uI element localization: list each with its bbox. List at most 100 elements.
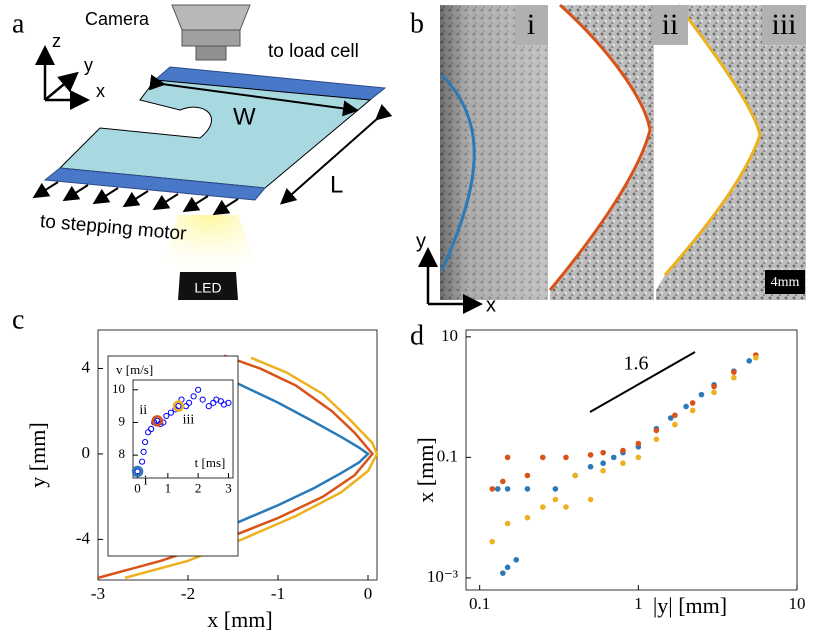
point (148, 425, 155, 433)
point (746, 358, 753, 364)
photo-sheet (656, 5, 760, 290)
y-tick-label: 9 (119, 413, 126, 428)
point (600, 449, 606, 456)
y-tick-label: 10 (112, 381, 125, 396)
point (587, 463, 594, 470)
led-label: LED (194, 280, 221, 296)
y-tick-label: 0.1 (437, 446, 458, 465)
slope-guide (589, 351, 696, 413)
point (683, 403, 689, 410)
image-label: i (527, 8, 535, 41)
contour (440, 73, 476, 271)
point (504, 520, 511, 527)
point (540, 454, 546, 461)
point (195, 386, 202, 393)
x-tick-label: 2 (195, 481, 202, 496)
point (635, 440, 642, 447)
schematic: Camera to load cell W L to stepping moto… (32, 4, 393, 300)
point (199, 396, 206, 403)
point (600, 460, 606, 467)
highlight (151, 415, 163, 427)
point-label: iii (183, 412, 195, 427)
point (689, 400, 696, 406)
point (205, 403, 212, 410)
point (225, 399, 232, 406)
axis-label: x (486, 294, 496, 316)
point (494, 486, 501, 492)
image-axes (418, 247, 483, 314)
camera-body (171, 4, 251, 31)
point (572, 472, 578, 479)
point (563, 504, 569, 510)
scale-bar (765, 270, 805, 294)
point (138, 458, 146, 465)
point (689, 407, 696, 414)
point (513, 556, 520, 563)
point (524, 514, 531, 521)
point (500, 570, 506, 576)
point (489, 486, 496, 492)
point (711, 389, 717, 396)
photo-sheet (550, 5, 650, 290)
contour (548, 3, 652, 291)
camera-lens (195, 45, 227, 61)
coordinate-axes (35, 45, 90, 110)
point (672, 412, 678, 419)
x-tick-label: 0.1 (469, 594, 490, 613)
axis-label: y (416, 230, 426, 252)
width-label: W (233, 103, 256, 130)
point (175, 403, 182, 410)
point (504, 564, 511, 571)
light-beam (158, 215, 262, 280)
point (711, 383, 717, 390)
y-tick-label: 10 (441, 326, 458, 345)
label-box (762, 5, 806, 45)
point (653, 427, 660, 434)
x-tick-label: -1 (271, 584, 285, 603)
point (552, 486, 559, 492)
y-axis-label: v [m/s] (116, 362, 153, 377)
x-tick-label: 1 (165, 481, 172, 496)
highlight (131, 465, 144, 478)
label-box (515, 5, 548, 45)
slope-label: 1.6 (624, 353, 649, 375)
point (190, 393, 197, 400)
x-tick-label: 10 (789, 594, 806, 613)
x-tick-label: 0 (134, 481, 141, 496)
plot-frame (465, 329, 798, 591)
point (600, 467, 606, 474)
point (635, 454, 642, 461)
scale-bar-label: 4mm (771, 275, 800, 290)
point (667, 415, 674, 421)
axis-label: z (52, 31, 61, 51)
point (731, 374, 737, 381)
point (500, 478, 506, 485)
x-axis-label: |y| [mm] (653, 593, 727, 618)
panel-label: a (12, 8, 25, 39)
curve (187, 358, 370, 543)
y-tick-label: -4 (76, 528, 91, 547)
photo-shade (440, 5, 548, 300)
image-label: iii (771, 8, 796, 41)
image-strip: i ii iii 4mm y x (416, 3, 806, 316)
point (524, 486, 531, 492)
point (167, 409, 174, 416)
y-tick-label: 4 (82, 357, 91, 376)
point (185, 399, 193, 406)
point (653, 436, 660, 443)
point (753, 354, 759, 361)
camera-label: Camera (85, 9, 150, 29)
point-label: i (144, 474, 148, 489)
x-axis-label: x [mm] (207, 607, 272, 632)
x-tick-label: 3 (225, 481, 232, 496)
point (587, 452, 594, 458)
point (587, 496, 594, 503)
point (140, 448, 147, 455)
point (154, 417, 161, 424)
point (142, 438, 149, 446)
x-axis-label: t [ms] (195, 455, 226, 470)
point (163, 412, 170, 420)
axis-label: y (84, 55, 93, 75)
point (217, 398, 224, 405)
